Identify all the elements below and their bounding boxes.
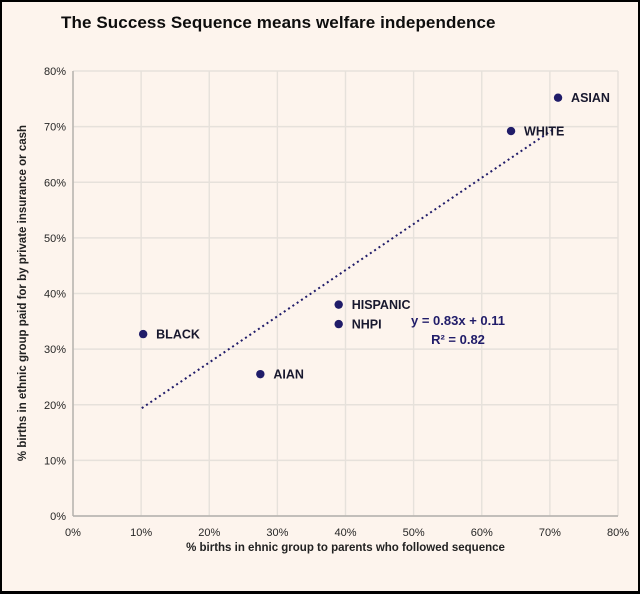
- data-point-label: BLACK: [156, 328, 200, 342]
- data-point: [334, 319, 343, 329]
- trendline: [141, 127, 556, 410]
- x-axis-title: % births in ehnic group to parents who f…: [186, 542, 505, 554]
- y-tick-label: 20%: [44, 400, 66, 412]
- data-point: [506, 126, 516, 136]
- trendline-r-squared: R² = 0.82: [431, 332, 485, 347]
- y-tick-label: 40%: [44, 289, 66, 301]
- chart-title: The Success Sequence means welfare indep…: [61, 13, 496, 32]
- trendline-annotation: y = 0.83x + 0.11 R² = 0.82: [401, 311, 515, 349]
- x-tick-label: 50%: [403, 527, 425, 539]
- x-tick-label: 60%: [471, 527, 493, 539]
- data-point-label: ASIAN: [571, 91, 610, 105]
- data-point-label: AIAN: [273, 368, 304, 382]
- trendline-equation: y = 0.83x + 0.11: [411, 313, 505, 328]
- x-tick-label: 20%: [198, 527, 220, 539]
- y-tick-label: 10%: [44, 455, 66, 467]
- data-point: [553, 93, 563, 102]
- data-point: [334, 300, 343, 309]
- y-axis-title: % births in ethnic group paid for by pri…: [17, 124, 29, 462]
- y-tick-label: 50%: [44, 233, 66, 245]
- x-tick-label: 80%: [607, 527, 629, 539]
- y-tick-label: 80%: [44, 66, 66, 78]
- x-tick-label: 70%: [539, 527, 561, 539]
- data-point: [256, 369, 265, 379]
- data-point-label: HISPANIC: [352, 298, 411, 312]
- data-point: [138, 329, 148, 339]
- x-tick-label: 30%: [266, 527, 288, 539]
- y-tick-label: 30%: [44, 344, 66, 356]
- y-tick-label: 0%: [50, 511, 66, 523]
- data-point-label: NHPI: [352, 318, 382, 332]
- x-tick-label: 0%: [65, 527, 81, 539]
- x-tick-label: 40%: [334, 527, 356, 539]
- x-tick-label: 10%: [130, 527, 152, 539]
- y-tick-label: 60%: [44, 177, 66, 189]
- data-point-label: WHITE: [524, 125, 564, 139]
- y-tick-label: 70%: [44, 122, 66, 134]
